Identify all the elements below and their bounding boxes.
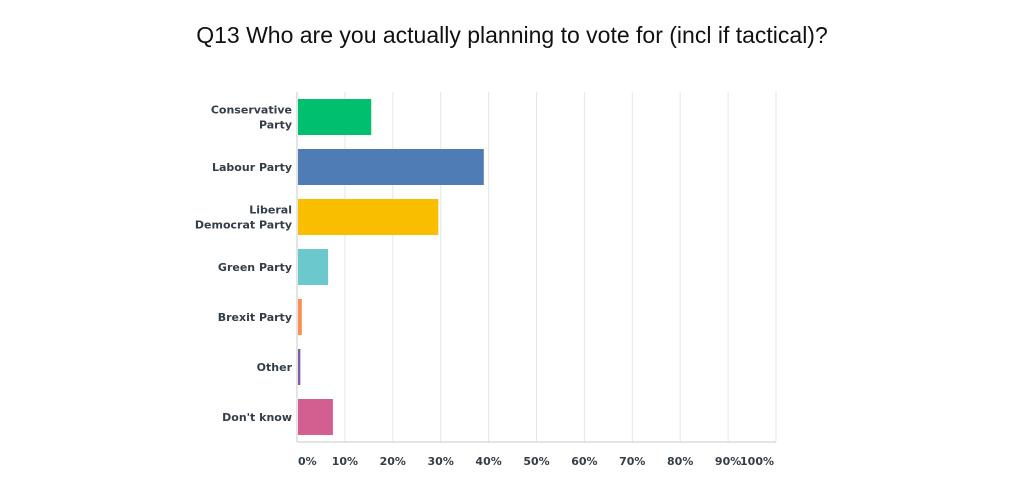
- bar[interactable]: [298, 249, 329, 285]
- x-tick-label: 10%: [332, 455, 358, 468]
- bar[interactable]: [298, 199, 439, 235]
- x-tick-label: 0%: [298, 455, 317, 468]
- bar[interactable]: [298, 349, 301, 385]
- category-label: Brexit Party: [218, 311, 292, 324]
- category-label: Don't know: [222, 411, 292, 424]
- x-tick-label: 100%: [740, 455, 774, 468]
- x-tick-label: 70%: [619, 455, 645, 468]
- bar[interactable]: [298, 149, 484, 185]
- bar[interactable]: [298, 299, 302, 335]
- category-labels: Conservative Party Labour Party Liberal Demo…: [195, 104, 293, 425]
- bar[interactable]: [298, 399, 333, 435]
- chart-title: Q13 Who are you actually planning to vot…: [196, 22, 828, 48]
- x-tick-label: 20%: [380, 455, 406, 468]
- x-tick-label: 30%: [428, 455, 454, 468]
- category-label: Green Party: [218, 261, 292, 274]
- category-label: Other: [257, 361, 293, 374]
- x-tick-label: 80%: [667, 455, 693, 468]
- category-label: Conservative Party: [211, 104, 292, 132]
- x-tick-label: 60%: [571, 455, 597, 468]
- category-label: Liberal Democrat Party: [195, 204, 292, 232]
- bar[interactable]: [298, 99, 372, 135]
- x-axis-ticks: 0% 10% 20% 30% 40% 50% 60% 70% 80% 90%100%: [298, 455, 774, 468]
- x-tick-label: 90%: [715, 455, 741, 468]
- gridlines: [344, 92, 777, 442]
- bars: [298, 99, 484, 435]
- x-tick-label: 50%: [523, 455, 549, 468]
- x-tick-label: 40%: [475, 455, 501, 468]
- category-label: Labour Party: [212, 161, 292, 174]
